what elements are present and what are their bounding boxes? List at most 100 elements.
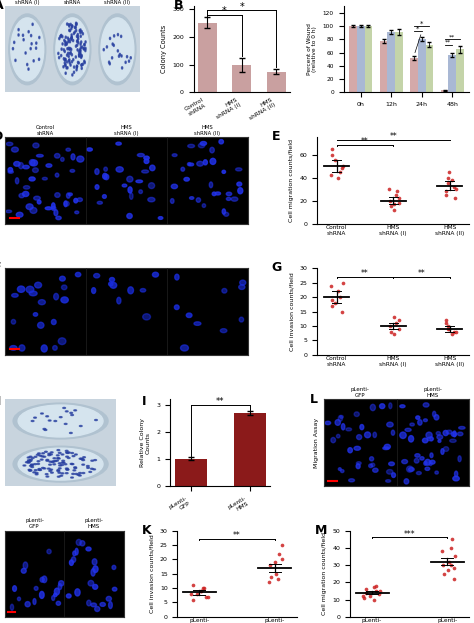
Ellipse shape — [56, 216, 61, 220]
Ellipse shape — [6, 142, 13, 146]
Circle shape — [70, 23, 71, 26]
Ellipse shape — [11, 147, 18, 152]
Ellipse shape — [174, 305, 179, 310]
Circle shape — [68, 40, 69, 43]
Point — [266, 560, 274, 570]
Ellipse shape — [438, 440, 441, 442]
Ellipse shape — [458, 456, 461, 462]
Text: Control
shRNA: Control shRNA — [63, 0, 82, 4]
Point — [444, 321, 452, 331]
Ellipse shape — [100, 602, 105, 606]
Point — [276, 548, 283, 558]
Text: E: E — [272, 130, 280, 143]
Text: I: I — [142, 395, 146, 408]
Circle shape — [67, 457, 70, 459]
Circle shape — [63, 407, 65, 409]
Circle shape — [65, 72, 66, 74]
Ellipse shape — [348, 448, 352, 453]
Ellipse shape — [433, 411, 436, 417]
Bar — [395, 32, 403, 92]
Ellipse shape — [426, 432, 432, 438]
Circle shape — [57, 470, 60, 472]
Circle shape — [66, 456, 68, 457]
Ellipse shape — [76, 540, 82, 545]
Ellipse shape — [443, 447, 449, 452]
Ellipse shape — [92, 584, 98, 589]
Ellipse shape — [405, 428, 411, 432]
Ellipse shape — [369, 464, 373, 468]
Bar — [418, 39, 426, 92]
Ellipse shape — [349, 478, 355, 482]
Ellipse shape — [422, 438, 428, 443]
Ellipse shape — [443, 430, 448, 435]
Ellipse shape — [144, 156, 149, 159]
Ellipse shape — [220, 329, 227, 333]
Circle shape — [71, 37, 72, 39]
Circle shape — [76, 23, 77, 25]
Ellipse shape — [172, 154, 177, 156]
Circle shape — [50, 452, 53, 453]
Ellipse shape — [224, 212, 229, 216]
Circle shape — [31, 464, 33, 465]
Ellipse shape — [171, 184, 177, 189]
Ellipse shape — [455, 471, 458, 477]
Point — [375, 589, 383, 599]
Circle shape — [68, 60, 70, 62]
Bar — [426, 45, 433, 92]
Circle shape — [58, 472, 61, 473]
Text: pLenti-
HMS: pLenti- HMS — [424, 387, 442, 397]
Ellipse shape — [21, 568, 26, 573]
Ellipse shape — [73, 551, 76, 556]
Y-axis label: Cell invasion counts/field: Cell invasion counts/field — [149, 535, 155, 613]
Bar — [174, 459, 207, 486]
Ellipse shape — [383, 447, 389, 450]
Circle shape — [33, 60, 34, 62]
Point — [370, 594, 378, 604]
Point — [328, 150, 336, 159]
Circle shape — [66, 54, 68, 56]
Ellipse shape — [387, 470, 393, 474]
Ellipse shape — [35, 282, 42, 288]
Circle shape — [80, 52, 81, 55]
Ellipse shape — [38, 300, 46, 305]
Circle shape — [91, 468, 93, 469]
Ellipse shape — [387, 422, 393, 427]
Circle shape — [71, 27, 72, 30]
Ellipse shape — [392, 473, 395, 477]
Text: HMS
shRNA (II): HMS shRNA (II) — [194, 125, 220, 136]
Ellipse shape — [435, 471, 438, 474]
Circle shape — [23, 39, 24, 41]
Ellipse shape — [72, 557, 76, 563]
Point — [327, 280, 334, 290]
Ellipse shape — [116, 167, 123, 172]
Circle shape — [31, 421, 34, 422]
Ellipse shape — [92, 559, 97, 565]
Ellipse shape — [137, 153, 144, 156]
Point — [448, 175, 456, 185]
Circle shape — [84, 44, 85, 45]
Circle shape — [46, 473, 48, 475]
Ellipse shape — [136, 180, 143, 183]
Point — [443, 186, 450, 196]
Text: K: K — [142, 524, 151, 536]
Ellipse shape — [66, 148, 71, 151]
Circle shape — [76, 69, 77, 71]
Circle shape — [62, 460, 64, 461]
Ellipse shape — [91, 603, 97, 607]
Ellipse shape — [384, 444, 391, 449]
Circle shape — [60, 35, 62, 37]
Circle shape — [78, 50, 80, 53]
Ellipse shape — [236, 168, 242, 171]
Circle shape — [28, 68, 29, 70]
Text: **: ** — [389, 131, 397, 141]
Circle shape — [80, 50, 81, 53]
Ellipse shape — [356, 435, 362, 440]
Ellipse shape — [222, 170, 226, 173]
Circle shape — [81, 56, 82, 59]
Circle shape — [23, 465, 26, 466]
Point — [391, 330, 398, 340]
Bar — [365, 26, 372, 92]
Ellipse shape — [450, 439, 456, 442]
Ellipse shape — [430, 460, 435, 464]
Ellipse shape — [127, 214, 132, 219]
